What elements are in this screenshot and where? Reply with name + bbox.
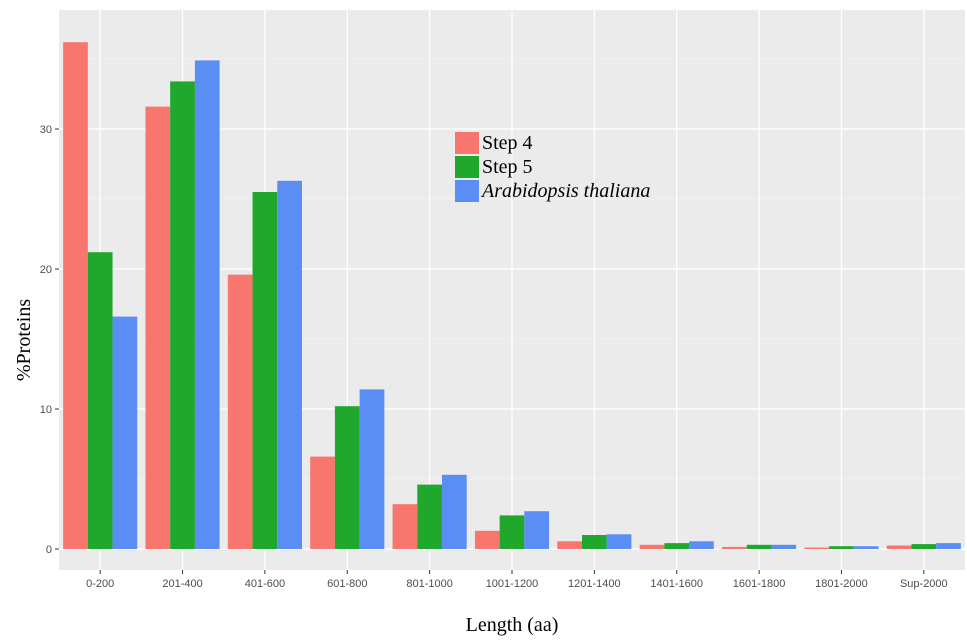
y-axis-title: %Proteins xyxy=(13,299,35,381)
x-tick-label: 1801-2000 xyxy=(815,578,868,590)
bar-3-201-400 xyxy=(194,60,220,550)
bar-1-601-800 xyxy=(310,456,335,549)
y-tick-label: 10 xyxy=(40,404,52,416)
bars xyxy=(63,42,961,550)
bar-3-801-1000 xyxy=(441,474,467,549)
bar-3-1201-1400 xyxy=(606,534,632,549)
bar-3-0-200 xyxy=(112,316,138,549)
x-axis-title: Length (aa) xyxy=(466,614,559,636)
x-tick-label: 1201-1400 xyxy=(568,578,621,590)
legend-swatch xyxy=(455,132,479,154)
x-axis: 0-200 201-400 401-600 601-800 801-1000 1001-1… xyxy=(86,570,948,590)
bar-3-401-600 xyxy=(277,180,302,550)
x-tick-label: 1601-1800 xyxy=(733,578,786,590)
y-tick-label: 0 xyxy=(46,544,52,556)
legend-label: Step 4 xyxy=(482,132,533,154)
bar-2-801-1000 xyxy=(417,484,442,549)
bar-3-Sup-2000 xyxy=(936,543,961,549)
x-tick-label: Sup-2000 xyxy=(900,578,948,590)
bar-1-1401-1600 xyxy=(639,544,665,549)
bar-1-0-200 xyxy=(63,42,88,549)
legend-label: Step 5 xyxy=(482,156,533,178)
legend-swatch xyxy=(455,180,479,202)
bar-3-1001-1200 xyxy=(524,511,550,549)
bar-1-201-400 xyxy=(145,106,171,549)
bar-2-1601-1800 xyxy=(746,544,772,549)
x-tick-label: 1001-1200 xyxy=(486,578,539,590)
y-axis: 0 10 20 30 xyxy=(40,124,59,556)
bar-2-1201-1400 xyxy=(582,535,607,549)
bar-2-401-600 xyxy=(252,192,278,549)
x-tick-label: 601-800 xyxy=(327,578,367,590)
legend-swatch xyxy=(455,156,479,178)
bar-3-601-800 xyxy=(359,389,385,549)
bar-2-1001-1200 xyxy=(499,515,525,549)
bar-1-1001-1200 xyxy=(474,530,500,549)
x-tick-label: 0-200 xyxy=(86,578,114,590)
x-tick-label: 201-400 xyxy=(162,578,202,590)
x-tick-label: 401-600 xyxy=(245,578,285,590)
bar-3-1801-2000 xyxy=(853,546,879,549)
y-tick-label: 20 xyxy=(40,264,52,276)
bar-1-1201-1400 xyxy=(557,541,583,549)
bar-3-1601-1800 xyxy=(771,544,797,549)
y-tick-label: 30 xyxy=(40,124,52,136)
legend-label: Arabidopsis thaliana xyxy=(480,180,650,202)
x-tick-label: 801-1000 xyxy=(406,578,453,590)
bar-2-0-200 xyxy=(87,252,113,549)
bar-2-201-400 xyxy=(170,81,195,550)
bar-3-1401-1600 xyxy=(689,541,714,549)
bar-2-Sup-2000 xyxy=(911,544,937,549)
bar-2-1401-1600 xyxy=(664,543,690,549)
bar-1-Sup-2000 xyxy=(886,545,912,549)
bar-2-601-800 xyxy=(334,406,360,549)
bar-1-401-600 xyxy=(227,274,253,549)
x-tick-label: 1401-1600 xyxy=(650,578,703,590)
bar-1-1801-2000 xyxy=(804,547,830,549)
bar-2-1801-2000 xyxy=(829,546,854,549)
bar-1-801-1000 xyxy=(392,504,418,549)
bar-1-1601-1800 xyxy=(722,546,747,549)
